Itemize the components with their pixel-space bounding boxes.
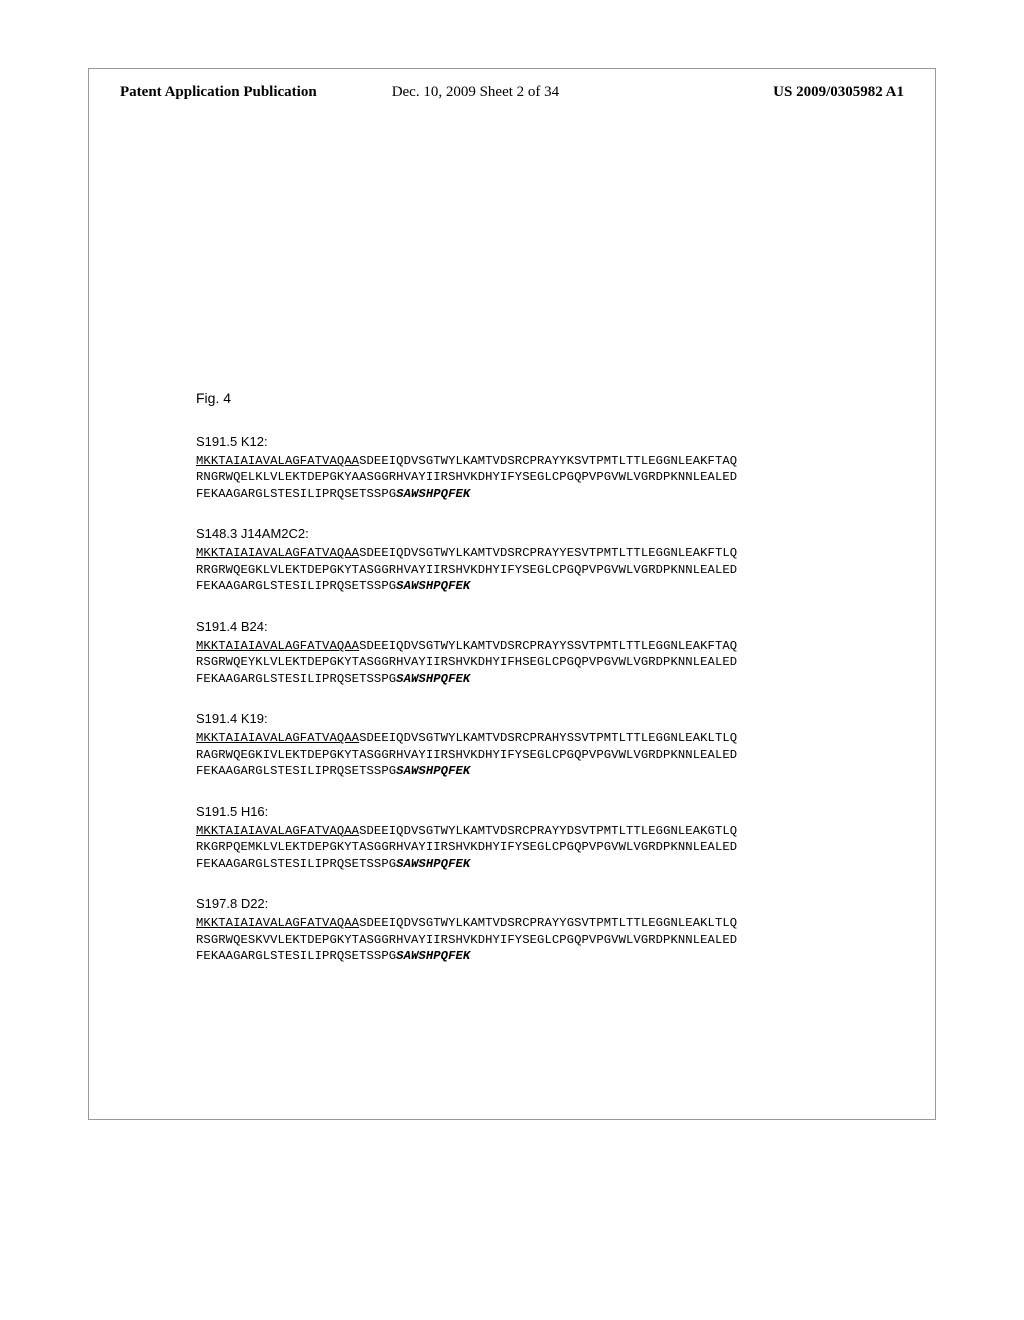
sequence-text: FEKAAGARGLSTESILIPRQSETSSPG <box>196 764 396 778</box>
sequence-text: SDEEIQDVSGTWYLKAMTVDSRCPRAYYDSVTPMTLTTLE… <box>359 824 737 838</box>
sequence-label: S191.4 K19: <box>196 711 894 726</box>
sequence-line: MKKTAIAIAVALAGFATVAQAASDEEIQDVSGTWYLKAMT… <box>196 730 894 746</box>
sequence-underline: MKKTAIAIAVALAGFATVAQAA <box>196 731 359 745</box>
sequence-bold: SAWSHPQFEK <box>396 857 470 871</box>
sequence-block: S191.5 K12: MKKTAIAIAVALAGFATVAQAASDEEIQ… <box>196 434 894 502</box>
sequence-text: FEKAAGARGLSTESILIPRQSETSSPG <box>196 579 396 593</box>
sequence-bold: SAWSHPQFEK <box>396 949 470 963</box>
page-header: Patent Application Publication Dec. 10, … <box>120 84 904 101</box>
sequence-label: S197.8 D22: <box>196 896 894 911</box>
sequence-block: S191.4 B24: MKKTAIAIAVALAGFATVAQAASDEEIQ… <box>196 619 894 687</box>
sequence-block: S191.5 H16: MKKTAIAIAVALAGFATVAQAASDEEIQ… <box>196 804 894 872</box>
sequence-bold: SAWSHPQFEK <box>396 487 470 501</box>
sequence-text: SDEEIQDVSGTWYLKAMTVDSRCPRAYYGSVTPMTLTTLE… <box>359 916 737 930</box>
sequence-line: MKKTAIAIAVALAGFATVAQAASDEEIQDVSGTWYLKAMT… <box>196 638 894 654</box>
sequence-line: MKKTAIAIAVALAGFATVAQAASDEEIQDVSGTWYLKAMT… <box>196 545 894 561</box>
sequence-text: FEKAAGARGLSTESILIPRQSETSSPG <box>196 857 396 871</box>
sequence-label: S191.4 B24: <box>196 619 894 634</box>
sequence-line: MKKTAIAIAVALAGFATVAQAASDEEIQDVSGTWYLKAMT… <box>196 823 894 839</box>
sequence-label: S148.3 J14AM2C2: <box>196 526 894 541</box>
sequence-text: SDEEIQDVSGTWYLKAMTVDSRCPRAHYSSVTPMTLTTLE… <box>359 731 737 745</box>
sequence-text: FEKAAGARGLSTESILIPRQSETSSPG <box>196 672 396 686</box>
sequence-line: FEKAAGARGLSTESILIPRQSETSSPGSAWSHPQFEK <box>196 763 894 779</box>
header-publication: Patent Application Publication <box>120 84 317 101</box>
sequence-line: RKGRPQEMKLVLEKTDEPGKYTASGGRHVAYIIRSHVKDH… <box>196 839 894 855</box>
sequence-line: MKKTAIAIAVALAGFATVAQAASDEEIQDVSGTWYLKAMT… <box>196 453 894 469</box>
sequence-line: FEKAAGARGLSTESILIPRQSETSSPGSAWSHPQFEK <box>196 578 894 594</box>
sequence-text: FEKAAGARGLSTESILIPRQSETSSPG <box>196 487 396 501</box>
sequence-underline: MKKTAIAIAVALAGFATVAQAA <box>196 639 359 653</box>
sequence-label: S191.5 H16: <box>196 804 894 819</box>
sequence-block: S191.4 K19: MKKTAIAIAVALAGFATVAQAASDEEIQ… <box>196 711 894 779</box>
sequence-line: MKKTAIAIAVALAGFATVAQAASDEEIQDVSGTWYLKAMT… <box>196 915 894 931</box>
header-date-sheet: Dec. 10, 2009 Sheet 2 of 34 <box>392 84 559 101</box>
sequence-bold: SAWSHPQFEK <box>396 764 470 778</box>
sequence-underline: MKKTAIAIAVALAGFATVAQAA <box>196 824 359 838</box>
sequence-line: RRGRWQEGKLVLEKTDEPGKYTASGGRHVAYIIRSHVKDH… <box>196 562 894 578</box>
sequence-text: FEKAAGARGLSTESILIPRQSETSSPG <box>196 949 396 963</box>
sequence-underline: MKKTAIAIAVALAGFATVAQAA <box>196 454 359 468</box>
sequence-line: FEKAAGARGLSTESILIPRQSETSSPGSAWSHPQFEK <box>196 948 894 964</box>
sequence-block: S148.3 J14AM2C2: MKKTAIAIAVALAGFATVAQAAS… <box>196 526 894 594</box>
sequence-label: S191.5 K12: <box>196 434 894 449</box>
sequence-underline: MKKTAIAIAVALAGFATVAQAA <box>196 546 359 560</box>
sequence-text: SDEEIQDVSGTWYLKAMTVDSRCPRAYYESVTPMTLTTLE… <box>359 546 737 560</box>
sequence-line: RSGRWQESKVVLEKTDEPGKYTASGGRHVAYIIRSHVKDH… <box>196 932 894 948</box>
sequence-text: SDEEIQDVSGTWYLKAMTVDSRCPRAYYSSVTPMTLTTLE… <box>359 639 737 653</box>
sequence-underline: MKKTAIAIAVALAGFATVAQAA <box>196 916 359 930</box>
sequence-line: RAGRWQEGKIVLEKTDEPGKYTASGGRHVAYIIRSHVKDH… <box>196 747 894 763</box>
sequence-bold: SAWSHPQFEK <box>396 672 470 686</box>
sequence-block: S197.8 D22: MKKTAIAIAVALAGFATVAQAASDEEIQ… <box>196 896 894 964</box>
sequence-line: FEKAAGARGLSTESILIPRQSETSSPGSAWSHPQFEK <box>196 671 894 687</box>
sequence-line: RNGRWQELKLVLEKTDEPGKYAASGGRHVAYIIRSHVKDH… <box>196 469 894 485</box>
content-area: Fig. 4 S191.5 K12: MKKTAIAIAVALAGFATVAQA… <box>196 390 894 988</box>
sequence-text: SDEEIQDVSGTWYLKAMTVDSRCPRAYYKSVTPMTLTTLE… <box>359 454 737 468</box>
sequence-line: FEKAAGARGLSTESILIPRQSETSSPGSAWSHPQFEK <box>196 856 894 872</box>
sequence-bold: SAWSHPQFEK <box>396 579 470 593</box>
figure-label: Fig. 4 <box>196 390 894 406</box>
header-patent-number: US 2009/0305982 A1 <box>773 84 904 101</box>
sequence-line: FEKAAGARGLSTESILIPRQSETSSPGSAWSHPQFEK <box>196 486 894 502</box>
sequence-line: RSGRWQEYKLVLEKTDEPGKYTASGGRHVAYIIRSHVKDH… <box>196 654 894 670</box>
